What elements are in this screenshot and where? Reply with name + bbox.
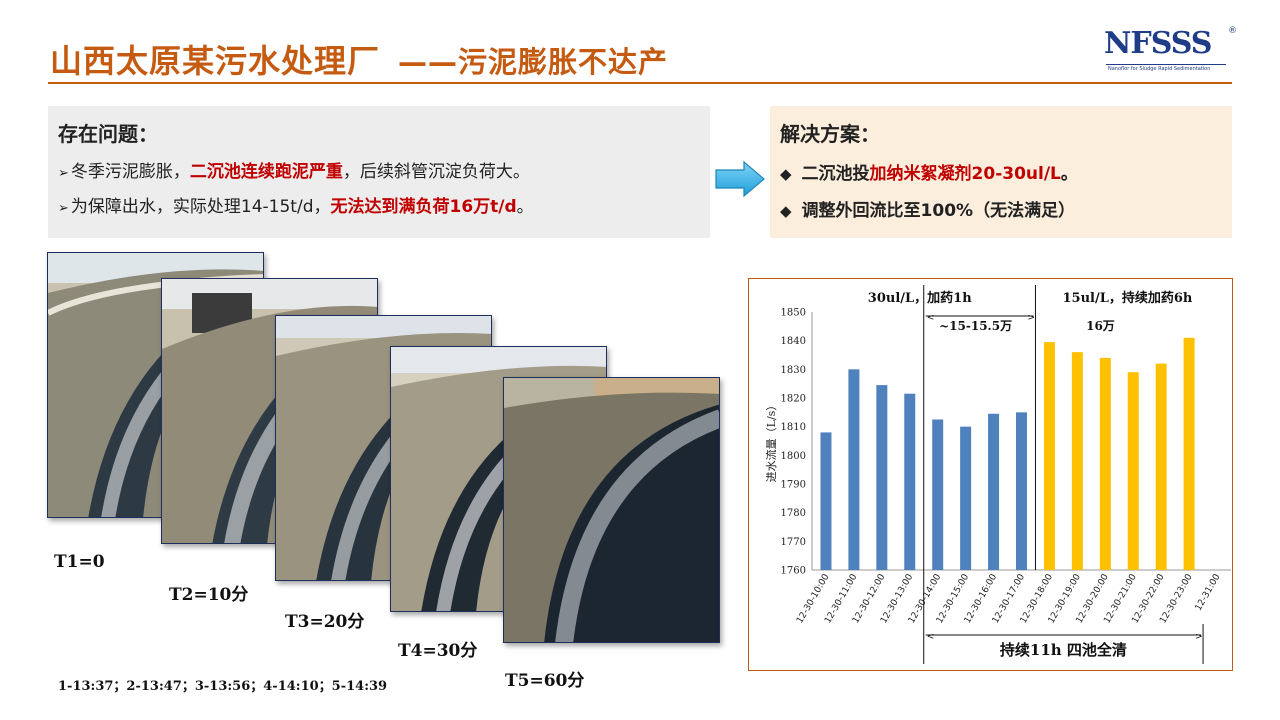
title-subtitle: ——污泥膨胀不达产 (398, 45, 669, 79)
y-tick-label: 1800 (781, 451, 806, 462)
bar-12-30-22:00 (1155, 363, 1167, 570)
photo-times: 1-13:37；2-13:47；3-13:56；4-14:10；5-14:39 (58, 679, 388, 694)
bar-12-30-12:00 (876, 385, 888, 570)
bar-12-30-15:00 (960, 426, 972, 570)
problem-line-2-c: 。 (516, 197, 534, 217)
x-tick-label: 12-31:00 (1194, 572, 1223, 612)
photo-label-t3: T3=20分 (285, 612, 365, 632)
arrow-bullet-icon: ➢ (58, 201, 69, 216)
page-title: 山西太原某污水处理厂 ——污泥膨胀不达产 (50, 36, 668, 82)
bar-12-30-16:00 (988, 413, 1000, 570)
problem-line-2-highlight: 无法达到满负荷16万t/d (330, 197, 517, 217)
solution-line-1-c: 。 (1060, 164, 1078, 184)
title-main: 山西太原某污水处理厂 (50, 42, 381, 80)
title-divider (48, 82, 1232, 84)
y-tick-label: 1770 (781, 537, 806, 548)
problem-line-2: ➢ 为保障出水，实际处理14-15t/d，无法达到满负荷16万t/d。 (58, 192, 700, 217)
bar-12-30-10:00 (820, 432, 832, 570)
solution-line-1-highlight: 加纳米絮凝剂20-30ul/L (869, 164, 1061, 184)
photo-t5 (503, 377, 720, 643)
right-arrow-icon (715, 160, 765, 198)
annotation-bottom: 持续11h 四池全清 (1000, 641, 1127, 659)
diamond-bullet-icon: ◆ (780, 165, 792, 183)
solution-heading: 解决方案： (780, 122, 880, 146)
logo-underline (1106, 64, 1226, 65)
annotation-range1: ~15-15.5万 (939, 319, 1012, 333)
range1-arrowhead-right: > (1027, 313, 1035, 323)
bar-12-30-20:00 (1099, 357, 1111, 570)
logo-text: NFSSS (1104, 26, 1212, 61)
y-tick-label: 1840 (781, 336, 806, 347)
logo-registered-mark: ® (1228, 26, 1237, 36)
annotation-range2: 16万 (1086, 319, 1115, 333)
y-tick-label: 1790 (781, 480, 806, 491)
annotation-dose2: 15ul/L，持续加药6h (1063, 290, 1193, 306)
bar-12-30-11:00 (848, 369, 860, 570)
problem-line-2-a: 为保障出水，实际处理14-15t/d， (70, 197, 331, 217)
bar-12-30-23:00 (1183, 337, 1195, 570)
bar-12-30-18:00 (1043, 342, 1055, 570)
solution-line-2-text: 调整外回流比至100%（无法满足） (801, 201, 1076, 221)
bar-12-30-21:00 (1127, 372, 1139, 570)
bar-12-30-14:00 (932, 419, 944, 570)
range1-arrowhead-left: < (927, 313, 935, 323)
problem-line-1: ➢ 冬季污泥膨胀，二沉池连续跑泥严重，后续斜管沉淀负荷大。 (58, 157, 700, 182)
photo-label-t5: T5=60分 (505, 671, 585, 691)
y-tick-label: 1820 (781, 394, 806, 405)
nfsss-logo: NFSSS ® Nanoflor for Sludge Rapid Sedime… (1104, 26, 1237, 74)
flow-bar-chart: 1760 1770 1780 1790 1800 1810 1820 1830 1840 1850… (764, 285, 1231, 664)
problem-heading: 存在问题： (58, 122, 158, 146)
arrow-bullet-icon: ➢ (58, 166, 69, 181)
y-tick-label: 1830 (781, 365, 806, 376)
solution-box: 解决方案： ◆ 二沉池投加纳米絮凝剂20-30ul/L。 ◆ 调整外回流比至100%… (770, 106, 1232, 238)
y-tick-label: 1760 (781, 566, 806, 577)
flow-chart-frame: 1760 1770 1780 1790 1800 1810 1820 1830 1840 1850… (748, 278, 1233, 671)
y-axis-label: 进水流量（L/s） (764, 400, 778, 483)
problem-line-1-a: 冬季污泥膨胀， (70, 162, 190, 182)
solution-line-1-a: 二沉池投 (801, 164, 870, 184)
y-tick-label: 1780 (781, 508, 806, 519)
y-tick-label: 1850 (781, 308, 806, 319)
problem-line-1-c: ，后续斜管沉淀负荷大。 (342, 162, 530, 182)
photo-label-t1: T1=0 (54, 552, 105, 572)
solution-line-2: ◆ 调整外回流比至100%（无法满足） (780, 196, 1222, 221)
photo-label-t4: T4=30分 (398, 641, 478, 661)
annotation-dose1: 30ul/L，加药1h (868, 290, 972, 306)
bar-12-30-13:00 (904, 393, 916, 570)
y-tick-label: 1810 (781, 422, 806, 433)
photo-label-t2: T2=10分 (169, 585, 249, 605)
solution-line-1: ◆ 二沉池投加纳米絮凝剂20-30ul/L。 (780, 159, 1222, 184)
problem-line-1-highlight: 二沉池连续跑泥严重 (189, 162, 343, 182)
bottom-arrowhead-left: < (927, 632, 935, 642)
bar-12-30-19:00 (1071, 352, 1083, 570)
bar-12-30-17:00 (1016, 412, 1027, 570)
logo-tagline: Nanoflor for Sludge Rapid Sedimentation (1108, 66, 1211, 72)
diamond-bullet-icon: ◆ (780, 202, 792, 220)
bottom-arrowhead-right: > (1195, 632, 1203, 642)
problem-box: 存在问题： ➢ 冬季污泥膨胀，二沉池连续跑泥严重，后续斜管沉淀负荷大。 ➢ 为保障出… (48, 106, 710, 238)
